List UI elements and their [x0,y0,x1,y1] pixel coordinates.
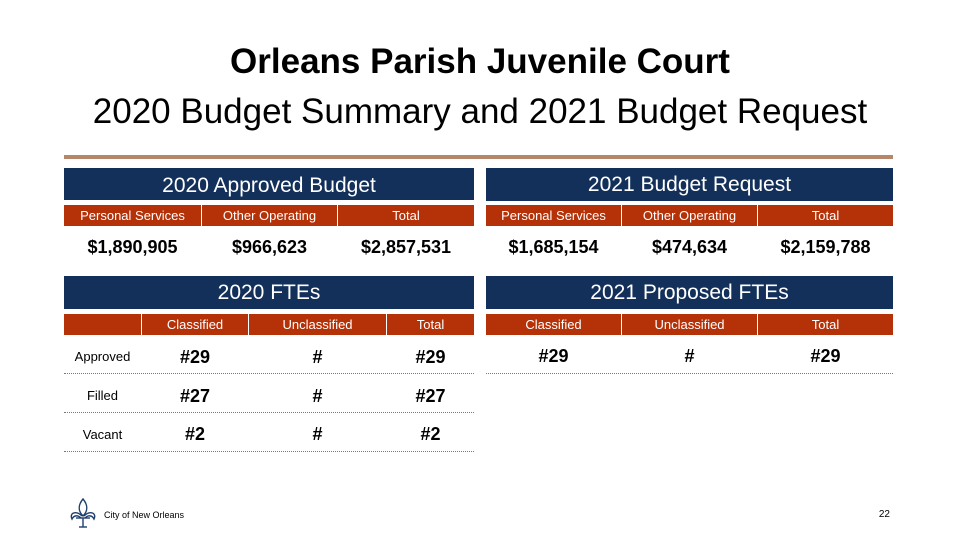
ftes-2021-col-total: Total [811,317,840,332]
column-separator [337,205,338,226]
page-title: Orleans Parish Juvenile Court [230,42,730,81]
column-separator [386,314,387,335]
ftes-2020-col-classified: Classified [166,317,224,332]
budget-2021-total-value: $2,159,788 [780,237,871,257]
title-divider [64,155,893,159]
fte-approved-unclassified: # [312,347,323,367]
ftes-2020-heading-text: 2020 FTEs [217,280,321,304]
fte-row-label-filled: Filled [86,388,119,403]
ftes-2020-col-total: Total [416,317,445,332]
fte-vacant-classified: #2 [184,424,206,444]
budget-2021-col-personal: Personal Services [501,208,606,223]
fte-vacant-total: #2 [420,424,441,444]
column-separator [201,205,202,226]
row-divider [486,373,893,374]
column-separator [757,205,758,226]
row-divider [64,451,474,452]
fleur-de-lis-icon [66,497,100,529]
column-separator [248,314,249,335]
budget-2020-col-total: Total [392,208,420,223]
fte-approved-total: #29 [415,347,446,367]
ftes-2021-heading-text: 2021 Proposed FTEs [590,280,789,304]
budget-2020-heading: 2020 Approved Budget [64,168,474,200]
ftes-2020-heading: 2020 FTEs [64,276,474,309]
column-separator [621,205,622,226]
budget-2020-col-operating: Other Operating [222,208,317,223]
budget-2020-personal-value: $1,890,905 [87,237,178,257]
column-separator [621,314,622,335]
budget-2021-col-operating: Other Operating [642,208,737,223]
ftes-2021-heading: 2021 Proposed FTEs [486,276,893,309]
budget-2021-header-bar [486,205,893,226]
fte-filled-classified: #27 [179,386,211,406]
budget-2021-col-total: Total [811,208,840,223]
budget-2020-total-value: $2,857,531 [360,237,452,257]
row-divider [64,373,474,374]
fte-2021-total: #29 [810,346,841,366]
ftes-2021-header-bar [486,314,893,335]
fte-filled-total: #27 [415,386,446,406]
page-number: 22 [878,509,890,520]
footer-org: City of New Orleans [104,510,185,520]
budget-2020-heading-text: 2020 Approved Budget [162,174,376,197]
budget-2020-operating-value: $966,623 [231,237,308,257]
budget-2021-heading: 2021 Budget Request [486,168,893,201]
fte-row-label-approved: Approved [74,349,131,364]
ftes-2021-col-classified: Classified [525,317,582,332]
fte-approved-classified: #29 [179,347,211,367]
column-separator [757,314,758,335]
budget-2021-heading-text: 2021 Budget Request [587,172,792,196]
fte-2021-classified: #29 [538,346,569,366]
budget-2020-header-bar [64,205,474,226]
fte-filled-unclassified: # [312,386,323,406]
budget-2021-personal-value: $1,685,154 [508,237,599,257]
budget-2021-operating-value: $474,634 [651,237,728,257]
budget-2020-col-personal: Personal Services [80,208,185,223]
fte-vacant-unclassified: # [312,424,323,444]
ftes-2020-col-unclassified: Unclassified [282,317,353,332]
fte-row-label-vacant: Vacant [82,427,123,442]
fte-2021-unclassified: # [684,346,695,366]
row-divider [64,412,474,413]
ftes-2021-col-unclassified: Unclassified [654,317,725,332]
page-subtitle: 2020 Budget Summary and 2021 Budget Requ… [92,92,868,131]
ftes-2020-header-bar [64,314,474,335]
column-separator [141,314,142,335]
